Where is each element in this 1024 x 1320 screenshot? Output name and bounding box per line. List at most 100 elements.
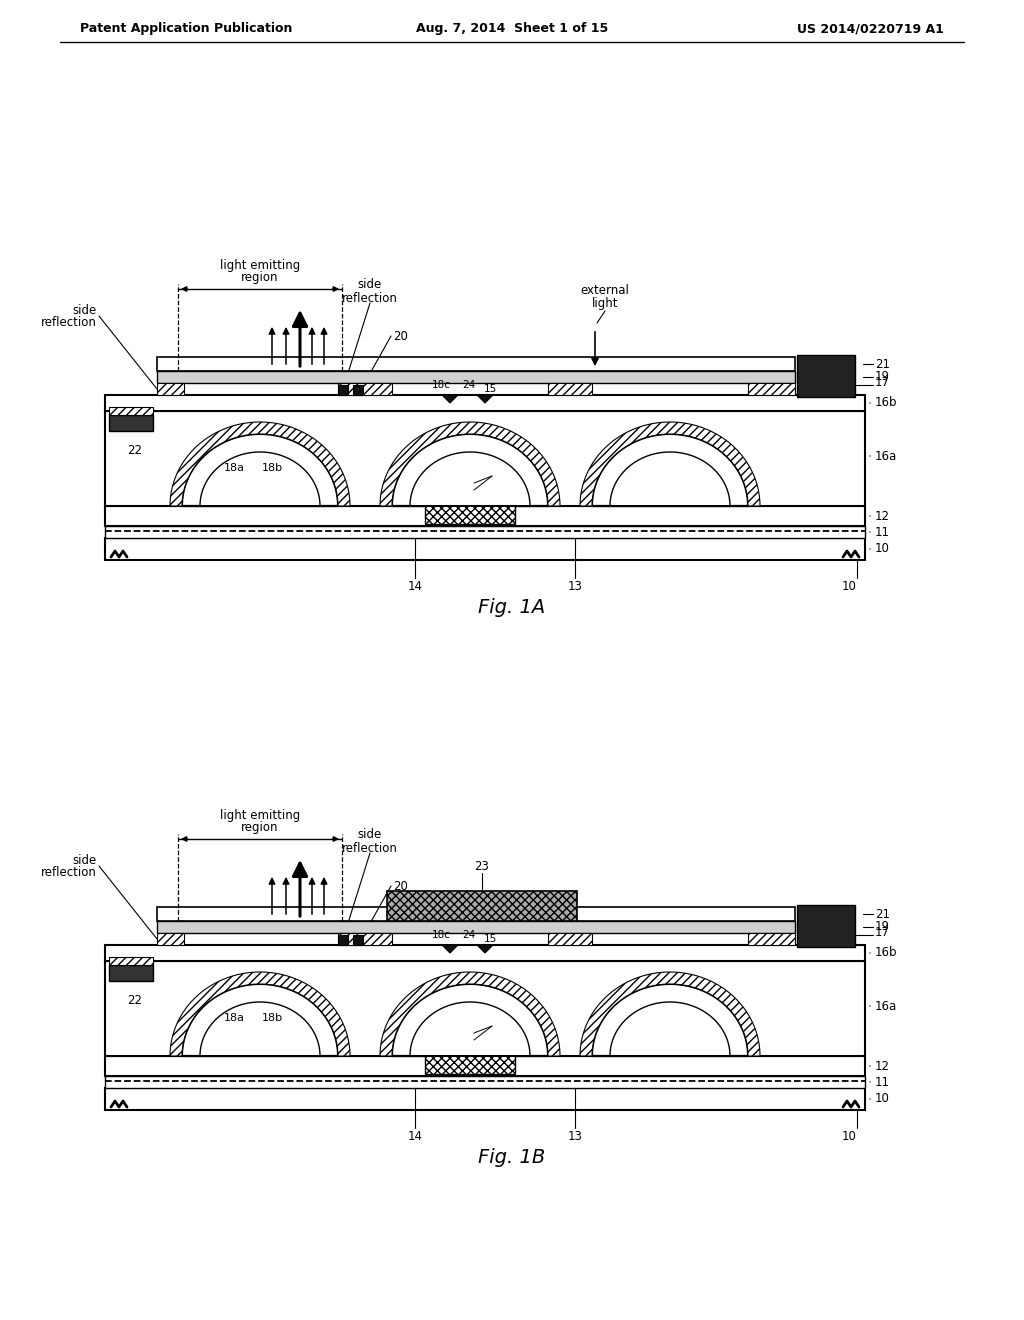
Bar bbox=[105, 1088, 865, 1110]
Bar bbox=[748, 933, 795, 945]
Bar bbox=[105, 411, 865, 506]
Polygon shape bbox=[410, 451, 530, 506]
Bar bbox=[105, 961, 865, 1056]
Bar bbox=[105, 1076, 865, 1088]
Text: 15: 15 bbox=[484, 935, 498, 944]
Text: side: side bbox=[357, 279, 382, 292]
Text: Fig. 1A: Fig. 1A bbox=[478, 598, 546, 616]
Text: reflection: reflection bbox=[41, 866, 97, 879]
Bar bbox=[353, 385, 362, 395]
Text: 13: 13 bbox=[567, 1130, 583, 1143]
Polygon shape bbox=[442, 395, 458, 403]
Polygon shape bbox=[592, 434, 748, 506]
Text: 18c: 18c bbox=[432, 380, 451, 389]
Text: 14: 14 bbox=[408, 1130, 423, 1143]
Bar bbox=[105, 395, 865, 411]
Bar bbox=[338, 933, 392, 945]
Text: 16b: 16b bbox=[874, 946, 897, 960]
Text: 23: 23 bbox=[474, 859, 489, 873]
Text: 20: 20 bbox=[393, 330, 408, 342]
Text: side: side bbox=[73, 854, 97, 866]
Bar bbox=[109, 965, 153, 981]
Polygon shape bbox=[392, 983, 548, 1056]
Bar bbox=[338, 383, 392, 395]
Polygon shape bbox=[170, 972, 350, 1056]
Text: region: region bbox=[242, 821, 279, 834]
Text: 11: 11 bbox=[874, 1076, 890, 1089]
Text: 13: 13 bbox=[567, 579, 583, 593]
Polygon shape bbox=[442, 945, 458, 953]
Bar bbox=[109, 407, 153, 414]
Polygon shape bbox=[580, 422, 760, 506]
Text: 24: 24 bbox=[462, 380, 475, 389]
Text: 21: 21 bbox=[874, 358, 890, 371]
Bar bbox=[109, 957, 153, 965]
Bar bbox=[338, 385, 348, 395]
Bar bbox=[105, 945, 865, 961]
Text: light emitting: light emitting bbox=[220, 809, 300, 822]
Text: 15: 15 bbox=[484, 384, 498, 393]
Text: 12: 12 bbox=[874, 1060, 890, 1072]
Bar bbox=[748, 383, 795, 395]
Bar bbox=[109, 414, 153, 432]
Text: 10: 10 bbox=[842, 579, 857, 593]
Text: 18b: 18b bbox=[262, 1012, 283, 1023]
Bar bbox=[105, 539, 865, 560]
Bar bbox=[105, 506, 865, 525]
Polygon shape bbox=[592, 983, 748, 1056]
Text: side: side bbox=[357, 829, 382, 842]
Polygon shape bbox=[200, 451, 319, 506]
Bar bbox=[474, 477, 492, 490]
Text: 20: 20 bbox=[393, 879, 408, 892]
Bar bbox=[433, 1040, 507, 1052]
Bar bbox=[548, 383, 592, 395]
Text: 18c: 18c bbox=[432, 931, 451, 940]
Text: 18a: 18a bbox=[224, 1012, 245, 1023]
Text: external: external bbox=[581, 285, 630, 297]
Text: 18a: 18a bbox=[224, 463, 245, 473]
Text: 19: 19 bbox=[874, 920, 890, 933]
Text: light emitting: light emitting bbox=[220, 260, 300, 272]
Bar bbox=[157, 371, 795, 383]
Text: reflection: reflection bbox=[342, 292, 398, 305]
Bar bbox=[797, 906, 855, 946]
Text: 16b: 16b bbox=[874, 396, 897, 409]
Text: 24: 24 bbox=[462, 931, 475, 940]
Polygon shape bbox=[380, 422, 560, 506]
Text: Patent Application Publication: Patent Application Publication bbox=[80, 22, 293, 36]
Text: 11: 11 bbox=[874, 525, 890, 539]
Text: light: light bbox=[592, 297, 618, 310]
Bar bbox=[157, 356, 795, 371]
Bar bbox=[157, 383, 184, 395]
Bar bbox=[157, 933, 184, 945]
Text: reflection: reflection bbox=[342, 842, 398, 854]
Text: 21: 21 bbox=[874, 908, 890, 920]
Bar bbox=[157, 907, 795, 921]
Text: 10: 10 bbox=[874, 1093, 890, 1106]
Polygon shape bbox=[380, 972, 560, 1056]
Text: 10: 10 bbox=[842, 1130, 857, 1143]
Text: 22: 22 bbox=[128, 994, 142, 1007]
Bar bbox=[338, 935, 348, 945]
Text: 17: 17 bbox=[874, 927, 890, 940]
Text: region: region bbox=[242, 272, 279, 285]
Text: US 2014/0220719 A1: US 2014/0220719 A1 bbox=[797, 22, 944, 36]
Bar bbox=[157, 921, 795, 933]
Bar bbox=[425, 1052, 515, 1074]
Polygon shape bbox=[200, 1002, 319, 1056]
Bar bbox=[474, 1026, 492, 1040]
Text: 18b: 18b bbox=[262, 463, 283, 473]
Text: Fig. 1B: Fig. 1B bbox=[478, 1148, 546, 1167]
Bar bbox=[425, 502, 515, 524]
Text: Aug. 7, 2014  Sheet 1 of 15: Aug. 7, 2014 Sheet 1 of 15 bbox=[416, 22, 608, 36]
Text: 16a: 16a bbox=[874, 450, 897, 462]
Text: 22: 22 bbox=[128, 445, 142, 458]
Text: 12: 12 bbox=[874, 510, 890, 523]
Polygon shape bbox=[182, 983, 338, 1056]
Polygon shape bbox=[392, 434, 548, 506]
Text: reflection: reflection bbox=[41, 317, 97, 330]
Bar bbox=[387, 891, 577, 921]
Text: 16a: 16a bbox=[874, 999, 897, 1012]
Bar bbox=[105, 525, 865, 539]
Text: side: side bbox=[73, 304, 97, 317]
